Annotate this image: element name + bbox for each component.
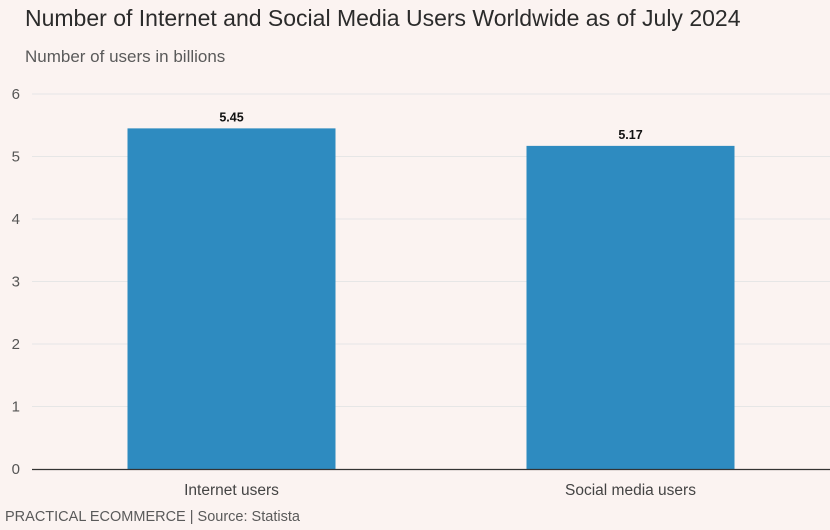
- data-label: 5.17: [618, 128, 642, 142]
- y-tick-label: 3: [12, 274, 20, 291]
- y-tick-label: 6: [12, 86, 20, 103]
- y-tick-label: 2: [12, 336, 20, 353]
- y-tick-label: 1: [12, 399, 20, 416]
- chart-subtitle: Number of users in billions: [25, 47, 226, 66]
- x-tick-label: Internet users: [184, 482, 279, 499]
- source-footer: PRACTICAL ECOMMERCE | Source: Statista: [5, 509, 300, 525]
- bar-internet-users: [127, 128, 336, 469]
- chart-title: Number of Internet and Social Media User…: [25, 5, 741, 31]
- y-tick-label: 4: [12, 211, 20, 228]
- data-label: 5.45: [219, 110, 243, 124]
- x-tick-label: Social media users: [565, 482, 696, 499]
- y-tick-label: 0: [12, 461, 20, 478]
- bar-social-media-users: [526, 145, 735, 469]
- y-tick-label: 5: [12, 149, 20, 166]
